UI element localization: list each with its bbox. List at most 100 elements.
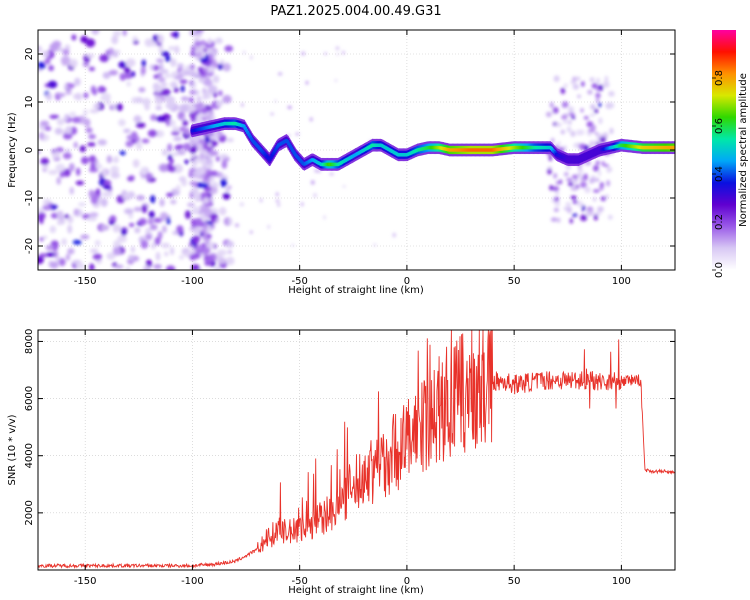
snr-panel: -150 -100 -50 0 50 100 2000 4000 6000 8000 Height… (7, 329, 676, 596)
noise-blob (161, 88, 171, 97)
noise-blob (48, 169, 58, 175)
noise-blob (101, 168, 108, 178)
noise-blob (571, 174, 579, 179)
noise-blob (45, 92, 53, 101)
noise-blob (594, 131, 599, 136)
noise-blob (226, 138, 234, 143)
noise-blob (570, 186, 578, 192)
noise-blob (595, 160, 600, 166)
noise-blob (193, 192, 202, 202)
noise-blob (563, 83, 568, 88)
noise-blob (342, 50, 345, 55)
spectrogram-ytick-label: -10 (24, 190, 35, 206)
noise-blob (88, 155, 97, 163)
noise-blob (553, 172, 558, 179)
noise-blob (563, 120, 568, 124)
noise-blob (576, 172, 583, 178)
noise-blob (215, 101, 223, 107)
noise-blob (126, 135, 133, 140)
noise-blob (192, 252, 201, 259)
noise-blob (65, 125, 72, 135)
noise-blob (187, 202, 195, 208)
noise-blob (589, 177, 597, 183)
noise-blob (83, 92, 89, 99)
noise-blob (116, 103, 123, 111)
noise-blob (170, 199, 177, 205)
noise-blob (159, 198, 165, 207)
noise-blob (85, 38, 96, 48)
noise-blob (177, 73, 184, 79)
noise-blob (65, 253, 71, 261)
noise-blob (194, 41, 202, 47)
noise-blob (153, 263, 162, 270)
noise-blob (182, 120, 189, 127)
noise-blob (113, 155, 119, 162)
noise-blob (38, 207, 44, 213)
noise-blob (123, 128, 131, 133)
noise-blob (61, 59, 69, 66)
noise-blob (180, 96, 189, 102)
noise-blob (161, 82, 168, 88)
noise-blob (558, 179, 563, 185)
noise-blob (249, 230, 253, 234)
noise-blob (86, 53, 95, 58)
noise-blob (155, 115, 166, 122)
noise-blob (204, 256, 214, 264)
spectrogram-xtick-label: -150 (74, 276, 97, 287)
noise-blob (301, 51, 306, 56)
noise-blob (149, 64, 154, 71)
noise-blob (592, 189, 600, 193)
noise-blob (587, 89, 593, 95)
noise-blob (63, 116, 69, 121)
noise-blob (79, 145, 86, 153)
noise-blob (103, 185, 112, 190)
noise-blob (85, 127, 93, 134)
noise-blob (214, 266, 221, 270)
noise-blob (90, 248, 99, 254)
noise-blob (102, 71, 111, 79)
noise-blob (598, 170, 602, 177)
noise-blob (130, 131, 138, 141)
snr-xtick-label: -50 (291, 576, 307, 587)
noise-blob (572, 83, 580, 90)
noise-blob (583, 173, 588, 181)
noise-blob (172, 126, 179, 132)
noise-blob (93, 103, 101, 109)
noise-blob (277, 202, 281, 207)
noise-blob (575, 76, 581, 81)
colorbar-tick-label: 0.4 (714, 166, 725, 182)
noise-blob (91, 30, 100, 35)
snr-ytick-label: 8000 (24, 329, 35, 354)
noise-blob (69, 111, 77, 117)
noise-blob (90, 162, 96, 170)
noise-blob (220, 178, 228, 188)
noise-blob (158, 44, 164, 54)
noise-blob (202, 149, 208, 157)
noise-blob (52, 151, 61, 160)
noise-blob (161, 242, 171, 249)
noise-blob (173, 87, 179, 93)
noise-blob (209, 150, 219, 156)
noise-blob (145, 233, 153, 241)
noise-blob (173, 164, 183, 174)
noise-blob (138, 218, 147, 226)
noise-blob (270, 112, 274, 116)
noise-blob (602, 80, 610, 88)
noise-blob (161, 225, 167, 233)
noise-blob (547, 168, 552, 175)
noise-blob (42, 235, 48, 240)
noise-blob (213, 38, 224, 45)
noise-blob (87, 142, 96, 147)
spectrogram-speckle (38, 30, 615, 270)
noise-blob (591, 82, 598, 89)
noise-blob (607, 214, 613, 220)
snr-xtick-label: 50 (508, 576, 521, 587)
noise-blob (195, 103, 204, 112)
snr-ytick-label: 6000 (24, 386, 35, 411)
noise-blob (42, 204, 52, 211)
noise-blob (44, 126, 52, 131)
noise-blob (110, 172, 121, 179)
noise-blob (140, 166, 148, 176)
noise-blob (570, 195, 577, 200)
noise-blob (42, 163, 49, 170)
